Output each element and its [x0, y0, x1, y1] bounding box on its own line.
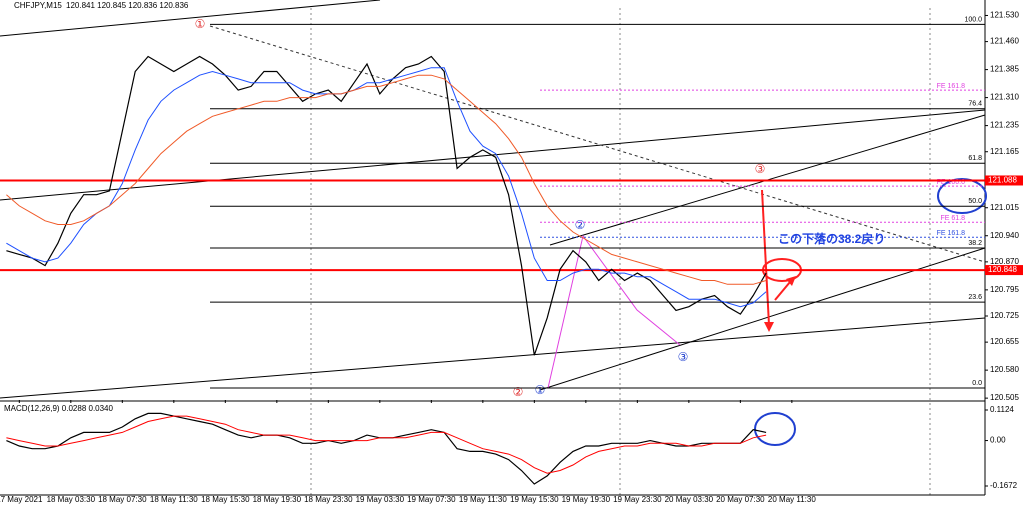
fe-label: FE 161.8 [937, 230, 966, 237]
y-tick-label: 120.870 [990, 257, 1019, 266]
x-tick-label: 20 May 03:30 [665, 495, 714, 504]
series-line [6, 55, 767, 356]
series-line [6, 67, 767, 308]
trendline [0, 0, 381, 37]
highlight-circle [754, 412, 796, 446]
y-tick-label: 120.725 [990, 311, 1019, 320]
arrow [774, 281, 791, 301]
x-tick-label: 19 May 07:30 [407, 495, 456, 504]
trendline [539, 247, 986, 391]
x-tick-label: 18 May 03:30 [47, 495, 96, 504]
x-tick-label: 19 May 11:30 [459, 495, 507, 504]
fib-label: 100.0 [964, 16, 982, 23]
y-tick-label: 121.385 [990, 65, 1019, 74]
x-tick-label: 18 May 23:30 [304, 495, 353, 504]
fe-label: FE 161.8 [937, 83, 966, 90]
x-tick-label: 18 May 15:30 [201, 495, 250, 504]
x-tick-label: 18 May 11:30 [150, 495, 198, 504]
fib-label: 61.8 [968, 155, 982, 162]
highlight-circle [937, 178, 987, 214]
fe-label: FE 100.0 [937, 179, 966, 186]
arrow-head [786, 276, 796, 286]
x-tick-label: 19 May 03:30 [356, 495, 405, 504]
y-tick-label: -0.1672 [990, 481, 1018, 490]
y-tick-label: 120.795 [990, 285, 1019, 294]
fib-label: 23.6 [968, 294, 982, 301]
x-tick-label: 19 May 15:30 [510, 495, 559, 504]
y-tick-label: 120.655 [990, 337, 1019, 346]
arrow-head [764, 322, 774, 332]
price-tag-label: 120.848 [988, 265, 1017, 274]
fe-label: FE 61.8 [940, 215, 965, 222]
x-tick-label: 18 May 07:30 [98, 495, 147, 504]
x-tick-label: 18 May 19:30 [253, 495, 302, 504]
fib-label: 0.0 [972, 380, 982, 387]
x-tick-label: 20 May 07:30 [716, 495, 765, 504]
y-tick-label: 0.1124 [990, 405, 1014, 414]
y-tick-label: 120.940 [990, 231, 1019, 240]
wave-label: ② [575, 218, 586, 232]
wave-label: ③ [755, 162, 766, 176]
x-tick-label: 20 May 11:30 [768, 495, 816, 504]
x-tick-label: 17 May 2021 [0, 495, 43, 504]
fib-label: 76.4 [968, 101, 982, 108]
trendline [0, 317, 986, 399]
x-tick-label: 19 May 23:30 [613, 495, 662, 504]
series-line [6, 74, 767, 285]
fib-label: 50.0 [968, 198, 982, 205]
fib-label: 38.2 [968, 240, 982, 247]
header-values: 120.841 120.845 120.836 120.836 [66, 1, 189, 10]
y-tick-label: 121.235 [990, 121, 1019, 130]
wave-label: ③ [678, 350, 689, 364]
y-tick-label: 121.015 [990, 203, 1019, 212]
wave-label: ① [535, 383, 546, 397]
series-line [6, 415, 767, 474]
price-tag-label: 121.088 [988, 176, 1017, 185]
symbol-title: CHFJPY,M15 [14, 1, 62, 10]
y-tick-label: 120.505 [990, 393, 1019, 402]
annotation: この下落の38.2戻り [778, 231, 885, 246]
y-tick-label: 121.530 [990, 11, 1019, 20]
price-tag [985, 175, 1023, 186]
y-tick-label: 121.460 [990, 37, 1019, 46]
y-tick-label: 121.165 [990, 147, 1019, 156]
indicator-title: MACD(12,26,9) 0.0288 0.0340 [4, 404, 114, 413]
price-tag [985, 265, 1023, 276]
y-tick-label: 120.580 [990, 365, 1019, 374]
wave-label: ① [195, 17, 206, 31]
y-tick-label: 0.00 [990, 436, 1006, 445]
wave-label: ② [513, 385, 524, 399]
x-tick-label: 19 May 19:30 [562, 495, 611, 504]
y-tick-label: 121.310 [990, 93, 1019, 102]
